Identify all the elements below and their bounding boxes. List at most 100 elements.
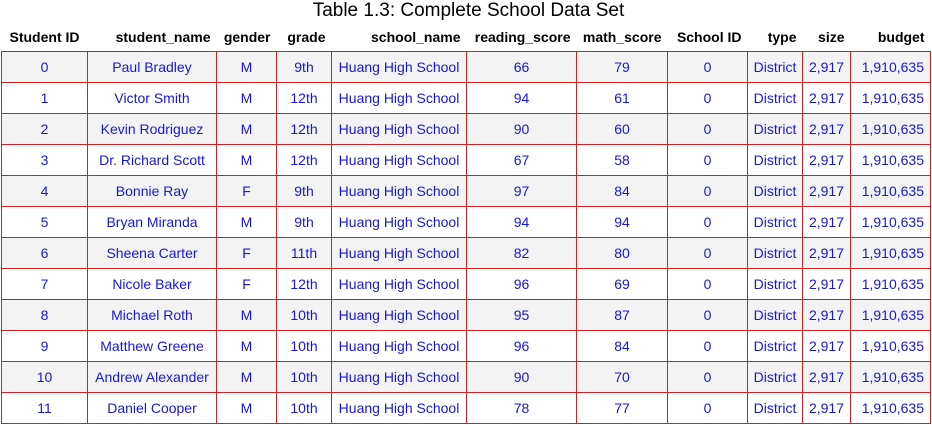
cell-grade: 9th (276, 51, 332, 83)
cell-gender: M (216, 144, 277, 176)
cell-school-name: Huang High School (331, 175, 467, 207)
cell-school-name: Huang High School (331, 206, 467, 238)
cell-reading-score: 94 (466, 82, 577, 114)
column-header-school-id[interactable]: School ID (676, 28, 742, 45)
cell-grade: 9th (276, 206, 332, 238)
column-header-grade[interactable]: grade (287, 28, 326, 45)
table-row: 5 Bryan Miranda M 9th Huang High School … (1, 206, 931, 238)
cell-grade: 10th (276, 330, 332, 362)
cell-type: District (747, 299, 803, 331)
cell-student-name: Andrew Alexander (87, 361, 217, 393)
cell-size: 2,917 (802, 330, 851, 362)
cell-math-score: 77 (576, 392, 668, 424)
cell-budget: 1,910,635 (850, 82, 931, 114)
cell-type: District (747, 206, 803, 238)
cell-gender: M (216, 330, 277, 362)
cell-school-id: 0 (667, 144, 748, 176)
cell-reading-score: 94 (466, 206, 577, 238)
cell-gender: M (216, 113, 277, 145)
cell-size: 2,917 (802, 392, 851, 424)
table-row: 3 Dr. Richard Scott M 12th Huang High Sc… (1, 144, 931, 176)
table-row: 2 Kevin Rodriguez M 12th Huang High Scho… (1, 113, 931, 145)
cell-size: 2,917 (802, 51, 851, 83)
table-row: 7 Nicole Baker F 12th Huang High School … (1, 268, 931, 300)
cell-gender: F (216, 237, 277, 269)
cell-size: 2,917 (802, 144, 851, 176)
column-header-student-id[interactable]: Student ID (9, 28, 80, 45)
column-header-type[interactable]: type (767, 28, 797, 45)
column-header-gender[interactable]: gender (223, 28, 271, 45)
cell-school-id: 0 (667, 330, 748, 362)
cell-student-id: 3 (1, 144, 88, 176)
cell-reading-score: 67 (466, 144, 577, 176)
column-header-size[interactable]: size (818, 28, 845, 45)
cell-gender: M (216, 392, 277, 424)
school-data-table: Student ID student_name gender grade sch… (1, 22, 931, 424)
cell-reading-score: 90 (466, 361, 577, 393)
cell-gender: M (216, 206, 277, 238)
table-row: 4 Bonnie Ray F 9th Huang High School 97 … (1, 175, 931, 207)
cell-student-id: 6 (1, 237, 88, 269)
cell-reading-score: 97 (466, 175, 577, 207)
cell-type: District (747, 82, 803, 114)
cell-student-id: 11 (1, 392, 88, 424)
cell-student-id: 9 (1, 330, 88, 362)
cell-gender: F (216, 175, 277, 207)
cell-type: District (747, 113, 803, 145)
cell-grade: 12th (276, 113, 332, 145)
cell-size: 2,917 (802, 175, 851, 207)
cell-school-id: 0 (667, 361, 748, 393)
cell-school-id: 0 (667, 392, 748, 424)
cell-grade: 10th (276, 392, 332, 424)
cell-type: District (747, 361, 803, 393)
cell-size: 2,917 (802, 299, 851, 331)
table-row: 10 Andrew Alexander M 10th Huang High Sc… (1, 361, 931, 393)
cell-school-name: Huang High School (331, 330, 467, 362)
cell-reading-score: 96 (466, 330, 577, 362)
cell-type: District (747, 237, 803, 269)
column-header-math-score[interactable]: math_score (582, 28, 662, 45)
cell-math-score: 61 (576, 82, 668, 114)
cell-budget: 1,910,635 (850, 175, 931, 207)
column-header-student-name[interactable]: student_name (115, 28, 211, 45)
cell-math-score: 60 (576, 113, 668, 145)
column-header-reading-score[interactable]: reading_score (474, 28, 571, 45)
cell-school-name: Huang High School (331, 268, 467, 300)
cell-budget: 1,910,635 (850, 144, 931, 176)
cell-math-score: 58 (576, 144, 668, 176)
cell-reading-score: 82 (466, 237, 577, 269)
cell-student-id: 8 (1, 299, 88, 331)
cell-gender: F (216, 268, 277, 300)
table-row: 11 Daniel Cooper M 10th Huang High Schoo… (1, 392, 931, 424)
cell-type: District (747, 330, 803, 362)
cell-student-name: Sheena Carter (87, 237, 217, 269)
cell-grade: 10th (276, 299, 332, 331)
cell-student-name: Kevin Rodriguez (87, 113, 217, 145)
cell-budget: 1,910,635 (850, 330, 931, 362)
cell-student-name: Victor Smith (87, 82, 217, 114)
cell-student-id: 7 (1, 268, 88, 300)
column-header-school-name[interactable]: school_name (371, 28, 461, 45)
cell-size: 2,917 (802, 82, 851, 114)
column-header-budget[interactable]: budget (877, 28, 925, 45)
cell-budget: 1,910,635 (850, 237, 931, 269)
cell-budget: 1,910,635 (850, 299, 931, 331)
table-row: 9 Matthew Greene M 10th Huang High Schoo… (1, 330, 931, 362)
cell-school-id: 0 (667, 51, 748, 83)
cell-math-score: 79 (576, 51, 668, 83)
cell-size: 2,917 (802, 237, 851, 269)
table-row: 1 Victor Smith M 12th Huang High School … (1, 82, 931, 114)
cell-reading-score: 78 (466, 392, 577, 424)
cell-school-id: 0 (667, 299, 748, 331)
cell-budget: 1,910,635 (850, 206, 931, 238)
cell-school-name: Huang High School (331, 361, 467, 393)
cell-student-name: Dr. Richard Scott (87, 144, 217, 176)
cell-school-name: Huang High School (331, 144, 467, 176)
cell-school-id: 0 (667, 113, 748, 145)
cell-student-id: 1 (1, 82, 88, 114)
table-row: 8 Michael Roth M 10th Huang High School … (1, 299, 931, 331)
cell-math-score: 84 (576, 330, 668, 362)
cell-school-id: 0 (667, 175, 748, 207)
cell-grade: 9th (276, 175, 332, 207)
cell-student-name: Daniel Cooper (87, 392, 217, 424)
